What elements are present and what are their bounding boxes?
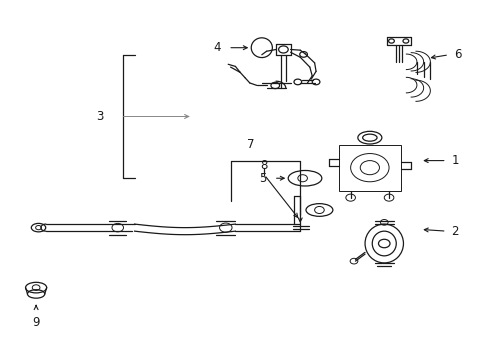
Text: 8: 8 [261, 159, 268, 172]
Text: 3: 3 [96, 110, 103, 123]
Text: 4: 4 [214, 41, 221, 54]
Text: 1: 1 [451, 154, 459, 167]
Bar [339, 145, 401, 190]
Text: 5: 5 [259, 172, 267, 185]
Text: 2: 2 [451, 225, 459, 238]
Text: 6: 6 [454, 48, 462, 61]
Text: 9: 9 [32, 316, 40, 329]
Text: 7: 7 [247, 138, 254, 151]
